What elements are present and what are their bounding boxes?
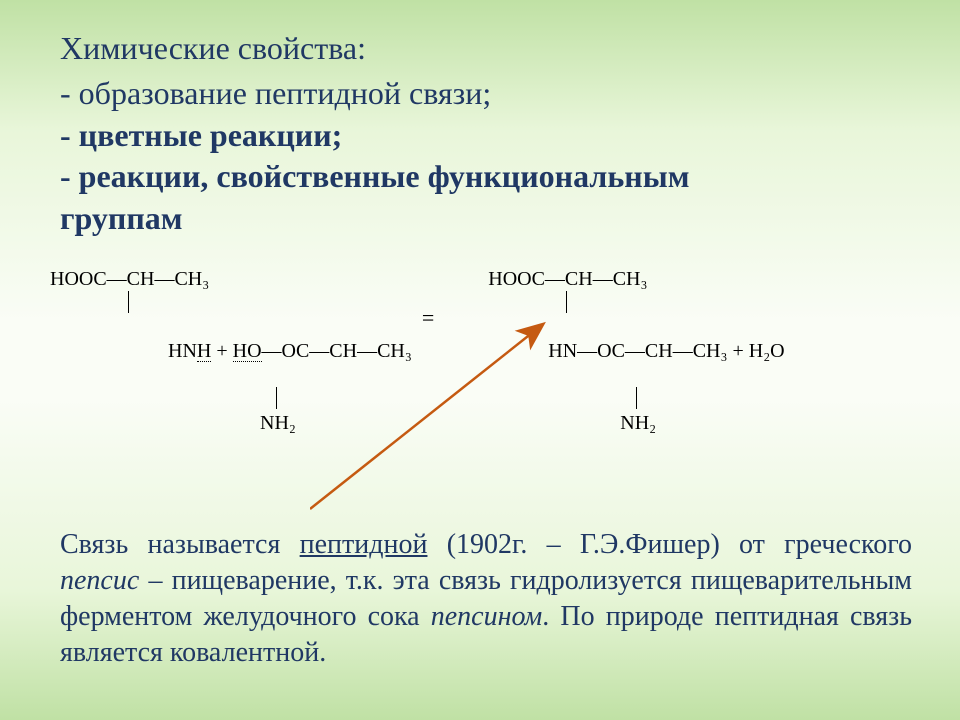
bullet-text: образование пептидной связи; xyxy=(79,75,492,111)
water-product: + H₂O xyxy=(727,340,784,362)
mol-line: HOOC—CH—CH₃ xyxy=(444,267,784,291)
mol-fragment: NH₂ xyxy=(620,412,656,434)
pepsin-italic: пепсином xyxy=(431,601,543,632)
product-right: HOOC—CH—CH₃ HN—OC—CH—CH₃ + H₂O NH₂ xyxy=(444,267,784,435)
heading: Химические свойства: xyxy=(60,30,912,67)
bullet-text: реакции, свойственные функциональным xyxy=(79,158,690,194)
reactant-left: HOOC—CH—CH₃ HNH + HO—OC—CH—CH₃ NH₂ xyxy=(50,267,412,435)
footer-seg2: (1902г. – Г.Э.Фишер) от греческого xyxy=(427,529,912,560)
bullet-3b: группам xyxy=(60,198,912,240)
bullet-dash: - xyxy=(60,158,79,194)
slide: Химические свойства: - образование пепти… xyxy=(0,0,960,720)
mol-line: HOOC—CH—CH₃ xyxy=(50,267,412,291)
footer-paragraph: Связь называется пептидной (1902г. – Г.Э… xyxy=(60,527,912,670)
bullet-dash: - xyxy=(60,117,79,153)
bullet-text: группам xyxy=(60,200,183,236)
bullet-1: - образование пептидной связи; xyxy=(60,73,912,115)
mol-fragment: —OC—CH—CH₃ xyxy=(262,340,412,362)
peptide-underlined: пептидной xyxy=(300,529,428,560)
mol-fragment: NH₂ xyxy=(260,412,296,434)
leaving-oh: HO xyxy=(233,341,262,362)
footer-seg1: Связь называется xyxy=(60,529,300,560)
leaving-h: H xyxy=(197,341,211,362)
mol-fragment: HN xyxy=(168,340,197,362)
bullet-list: - образование пептидной связи; - цветные… xyxy=(60,73,912,239)
bullet-2: - цветные реакции; xyxy=(60,115,912,157)
slide-content: Химические свойства: - образование пепти… xyxy=(60,30,912,671)
bullet-text: цветные реакции; xyxy=(79,117,343,153)
peptide-bond-n: HN—OC—CH—CH₃ xyxy=(548,340,727,362)
pepsis-italic: пепсис xyxy=(60,565,139,596)
bullet-dash: - xyxy=(60,75,79,111)
bullet-3: - реакции, свойственные функциональным xyxy=(60,156,912,198)
plus-sign: + xyxy=(211,340,232,362)
reaction-diagram: HOOC—CH—CH₃ HNH + HO—OC—CH—CH₃ NH₂ = HOO… xyxy=(50,267,912,457)
equals-sign: = xyxy=(422,267,434,331)
